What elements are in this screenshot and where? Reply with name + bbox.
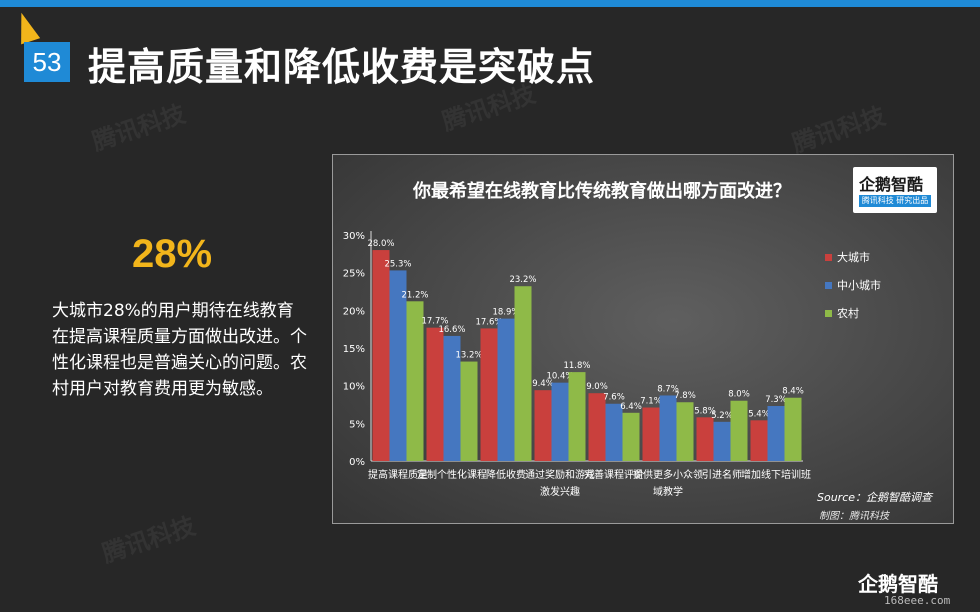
watermark: 腾讯科技 xyxy=(98,511,199,569)
x-tick-label: 提高课程质量 xyxy=(368,468,428,481)
data-label: 17.6% xyxy=(475,317,502,327)
chart-title: 你最希望在线教育比传统教育做出哪方面改进？ xyxy=(413,181,791,202)
x-tick-label: 降低收费 xyxy=(486,468,526,481)
y-tick-label: 5% xyxy=(349,419,365,430)
x-tick-label: 通过奖励和游戏 xyxy=(525,468,595,481)
bar xyxy=(642,407,660,461)
data-label: 23.2% xyxy=(509,275,536,285)
data-label: 8.4% xyxy=(782,387,804,397)
data-label: 8.0% xyxy=(728,390,750,400)
bar xyxy=(460,361,478,461)
bar xyxy=(406,301,424,461)
data-label: 7.1% xyxy=(640,397,662,407)
data-label: 8.7% xyxy=(657,384,679,394)
bar xyxy=(605,403,623,461)
bar xyxy=(676,402,694,461)
data-label: 5.2% xyxy=(711,411,733,421)
chart-credit: 制图：腾讯科技 xyxy=(819,511,889,522)
highlight-percent: 28% xyxy=(132,232,213,276)
bar xyxy=(389,270,407,461)
bar xyxy=(372,250,390,461)
data-label: 25.3% xyxy=(384,259,411,269)
data-label: 7.3% xyxy=(765,395,787,405)
chart-logo-name: 企鹅智酷 xyxy=(859,175,924,194)
x-tick-label: 激发兴趣 xyxy=(540,485,580,498)
x-tick-label: 引进名师 xyxy=(702,468,742,481)
x-tick-label: 域教学 xyxy=(653,485,683,498)
data-label: 17.7% xyxy=(421,317,448,327)
bar xyxy=(750,420,768,461)
data-label: 9.4% xyxy=(532,379,554,389)
y-tick-label: 15% xyxy=(343,344,365,355)
data-label: 21.2% xyxy=(401,290,428,300)
bar xyxy=(713,421,731,461)
data-label: 7.8% xyxy=(674,391,696,401)
x-tick-label: 增加线下培训班 xyxy=(741,468,811,481)
bar xyxy=(622,412,640,461)
chart-source: Source：企鹅智酷调查 xyxy=(817,491,933,504)
legend-swatch xyxy=(825,254,832,261)
watermark: 腾讯科技 xyxy=(788,101,889,159)
x-tick-label: 提供更多小众领 xyxy=(633,468,703,481)
bar xyxy=(659,395,677,461)
slide-number: 53 xyxy=(24,42,70,82)
data-label: 13.2% xyxy=(455,351,482,361)
y-tick-label: 25% xyxy=(343,269,365,280)
data-label: 16.6% xyxy=(438,325,465,335)
bar xyxy=(588,393,606,461)
data-label: 9.0% xyxy=(586,382,608,392)
y-tick-label: 10% xyxy=(343,382,365,393)
bar xyxy=(767,406,785,461)
bar xyxy=(534,390,552,461)
legend-label: 中小城市 xyxy=(837,278,881,292)
data-label: 28.0% xyxy=(367,239,394,249)
bar-chart: 0% 5% 10% 15% 20% 25% 30%28.0% 25.3% 21.2% 提高课程质量… xyxy=(343,231,881,498)
data-label: 18.9% xyxy=(492,308,519,318)
bar xyxy=(784,397,802,461)
legend-label: 大城市 xyxy=(837,250,870,264)
legend-swatch xyxy=(825,310,832,317)
bar xyxy=(730,400,748,461)
bar xyxy=(480,328,498,461)
top-accent-bar xyxy=(0,0,980,7)
legend-label: 农村 xyxy=(837,306,859,320)
highlight-description: 大城市28%的用户期待在线教育在提高课程质量方面做出改进。个性化课程也是普遍关心… xyxy=(52,301,307,399)
bar xyxy=(551,382,569,461)
bar xyxy=(514,286,532,461)
bar xyxy=(497,318,515,461)
chart-panel: 0% 5% 10% 15% 20% 25% 30% 28.0% 25.3% 21.2% 提高课程质量… xyxy=(332,154,954,524)
data-label: 10.4% xyxy=(546,372,573,382)
data-label: 11.8% xyxy=(563,361,590,371)
y-tick-label: 20% xyxy=(343,306,365,317)
data-label: 5.8% xyxy=(694,406,716,416)
bar xyxy=(696,417,714,461)
bar xyxy=(443,335,461,461)
footer-logo: 企鹅智酷 xyxy=(858,572,938,596)
data-label: 7.6% xyxy=(603,393,625,403)
y-tick-label: 0% xyxy=(349,457,365,468)
chart-logo: 企鹅智酷 腾讯科技 研究出品 xyxy=(853,167,937,213)
y-tick-label: 30% xyxy=(343,231,365,242)
legend-swatch xyxy=(825,282,832,289)
x-tick-label: 定制个性化课程 xyxy=(417,468,487,481)
chart-logo-sub: 腾讯科技 研究出品 xyxy=(859,195,931,207)
accent-triangle xyxy=(11,9,41,45)
data-label: 5.4% xyxy=(748,409,770,419)
watermark: 腾讯科技 xyxy=(88,99,189,157)
page-title: 提高质量和降低收费是突破点 xyxy=(88,45,596,89)
bar xyxy=(426,327,444,461)
x-tick-label: 完善课程评价 xyxy=(584,468,644,481)
bar xyxy=(568,372,586,461)
data-label: 6.4% xyxy=(620,402,642,412)
footer-site: 168eee.com xyxy=(884,594,951,607)
